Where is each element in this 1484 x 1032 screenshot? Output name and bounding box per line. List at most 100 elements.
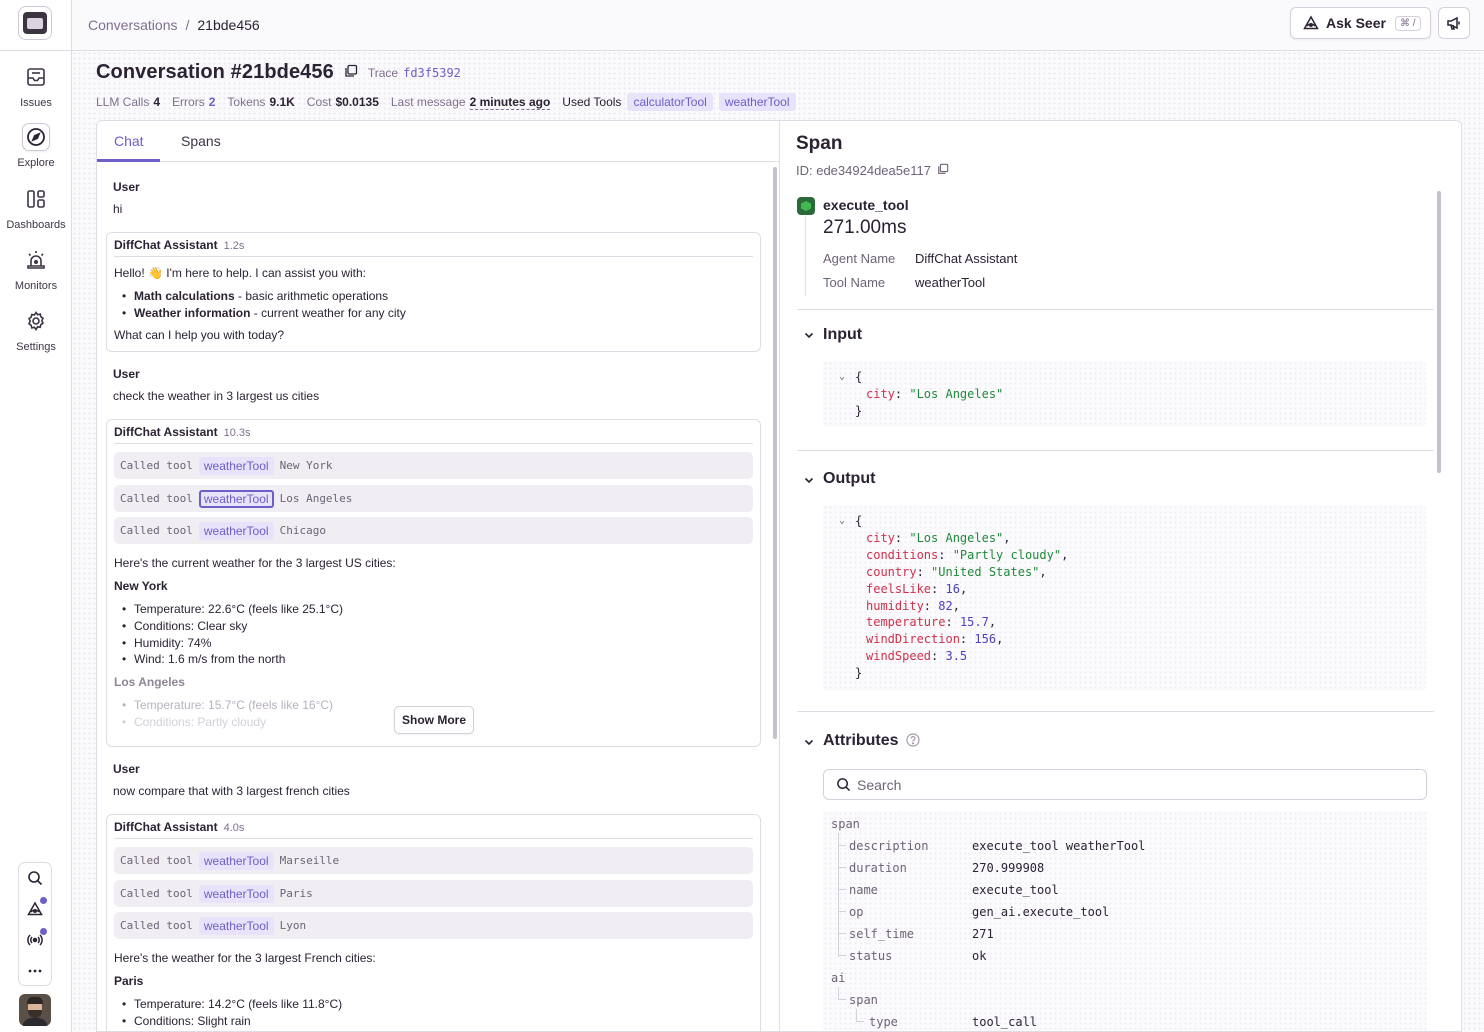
tool-call: Called tool weatherTool Paris <box>114 880 753 907</box>
used-tool-tag[interactable]: calculatorTool <box>627 93 713 111</box>
attribute-group[interactable]: span <box>831 817 860 831</box>
attributes-search-input[interactable]: Search <box>823 769 1427 800</box>
top-bar: Conversations/21bde456 Ask Seer ⌘ / <box>72 0 1484 51</box>
sidebar-item-explore[interactable]: Explore <box>0 123 72 169</box>
tab-chat[interactable]: Chat <box>114 133 144 149</box>
trace-label: Trace <box>367 65 399 80</box>
list-item: Math calculations - basic arithmetic ope… <box>122 289 388 303</box>
org-logo[interactable] <box>18 6 52 40</box>
tool-span-icon <box>797 197 815 215</box>
attribute-key: op <box>849 905 864 919</box>
list-item: Conditions: Slight rain <box>122 1014 251 1028</box>
attribute-group[interactable]: span <box>849 993 878 1007</box>
active-tab-indicator <box>97 159 160 162</box>
assistant-label: DiffChat Assistant <box>114 820 218 834</box>
chevron-down-icon[interactable]: ⌄ <box>839 371 846 382</box>
list-item: Weather information - current weather fo… <box>122 306 406 320</box>
sidebar-item-settings[interactable]: Settings <box>0 307 72 353</box>
tool-call-name[interactable]: weatherTool <box>198 521 274 540</box>
user-label: User <box>113 180 140 194</box>
copy-icon[interactable] <box>937 163 949 178</box>
avatar[interactable] <box>19 994 51 1026</box>
json-entry: windDirection: 156, <box>866 632 1004 646</box>
list-item: Temperature: 15.7°C (feels like 16°C) <box>122 698 333 712</box>
message-text: Here's the current weather for the 3 lar… <box>114 556 396 570</box>
megaphone-button[interactable] <box>1438 7 1470 39</box>
last-message-label: Last message <box>390 95 466 109</box>
trace-link[interactable]: fd3f5392 <box>403 65 461 80</box>
broadcast-icon[interactable] <box>19 925 51 955</box>
attributes-tree <box>823 811 1427 1031</box>
search-placeholder: Search <box>857 776 902 793</box>
sidebar-item-label: Explore <box>17 157 55 169</box>
attribute-value: ok <box>972 949 987 963</box>
attribute-value: tool_call <box>972 1015 1038 1029</box>
tab-spans[interactable]: Spans <box>181 133 221 149</box>
sidebar-item-issues[interactable]: Issues <box>0 63 72 109</box>
assistant-message: DiffChat Assistant 4.0s Called tool weathe… <box>106 814 761 1031</box>
attribute-key: description <box>849 839 929 853</box>
message-text: Here's the weather for the 3 largest Fre… <box>114 951 376 965</box>
assistant-header: DiffChat Assistant 4.0s <box>114 820 244 834</box>
assistant-label: DiffChat Assistant <box>114 238 218 252</box>
chevron-down-icon[interactable] <box>803 736 815 748</box>
conversation-panel: Chat Spans User hi DiffChat Assistant 1.2… <box>96 120 1462 1032</box>
assistant-header: DiffChat Assistant 1.2s <box>114 238 244 252</box>
attribute-key: type <box>869 1015 898 1029</box>
tool-call-name[interactable]: weatherTool <box>198 489 274 508</box>
json-entry: humidity: 82, <box>866 599 960 613</box>
inbox-icon <box>22 63 50 91</box>
sidebar-item-label: Issues <box>20 97 52 109</box>
more-icon[interactable] <box>19 956 51 986</box>
chevron-down-icon[interactable]: ⌄ <box>839 515 846 526</box>
user-label: User <box>113 367 140 381</box>
sidebar-item-dashboards[interactable]: Dashboards <box>0 185 72 231</box>
copy-icon[interactable] <box>344 64 358 81</box>
span-id: ID: ede34924dea5e117 <box>796 163 949 178</box>
output-section-title[interactable]: Output <box>823 470 876 487</box>
list-item: Temperature: 22.6°C (feels like 25.1°C) <box>122 602 343 616</box>
sidebar: Issues Explore Dashboards Monitors Setti… <box>0 0 72 1032</box>
chevron-down-icon[interactable] <box>803 474 815 486</box>
city-heading: Paris <box>114 974 144 988</box>
tool-call-name[interactable]: weatherTool <box>198 884 274 903</box>
tool-call-name[interactable]: weatherTool <box>198 456 274 475</box>
ask-seer-button[interactable]: Ask Seer ⌘ / <box>1290 7 1431 39</box>
seer-icon <box>1303 15 1319 30</box>
tool-call-name[interactable]: weatherTool <box>198 851 274 870</box>
sidebar-item-monitors[interactable]: Monitors <box>0 246 72 292</box>
conversation-meta: LLM Calls 4 Errors 2 Tokens 9.1K Cost $0.013… <box>96 93 796 111</box>
tool-call: Called tool weatherTool Chicago <box>114 517 753 544</box>
search-icon[interactable] <box>19 863 51 893</box>
chat-scrollbar[interactable] <box>773 167 777 739</box>
chevron-down-icon[interactable] <box>803 329 815 341</box>
tool-call: Called tool weatherTool Los Angeles <box>114 485 753 512</box>
tool-call: Called tool weatherTool Lyon <box>114 912 753 939</box>
user-label: User <box>113 762 140 776</box>
attributes-section-title[interactable]: Attributes <box>823 732 920 750</box>
span-title: Span <box>796 133 843 154</box>
ask-seer-label: Ask Seer <box>1326 15 1386 31</box>
seer-icon[interactable] <box>19 894 51 924</box>
cost-value: $0.0135 <box>335 95 379 109</box>
show-more-button[interactable]: Show More <box>394 706 474 734</box>
json-entry: country: "United States", <box>866 565 1047 579</box>
tool-call-name[interactable]: weatherTool <box>198 916 274 935</box>
tokens-label: Tokens <box>227 95 266 109</box>
json-entry: temperature: 15.7, <box>866 615 997 629</box>
attribute-value: execute_tool <box>972 883 1059 897</box>
attribute-group[interactable]: ai <box>831 971 846 985</box>
tool-name-label: Tool Name <box>823 275 886 290</box>
used-tool-tag[interactable]: weatherTool <box>718 93 796 111</box>
siren-icon <box>22 246 50 274</box>
span-scrollbar[interactable] <box>1437 191 1441 473</box>
list-item: Conditions: Partly cloudy <box>122 715 266 729</box>
city-heading: New York <box>114 579 168 593</box>
breadcrumb-conversations[interactable]: Conversations <box>88 17 178 33</box>
llm-calls-value: 4 <box>153 95 161 109</box>
main-content: Conversation #21bde456 Trace fd3f5392 LL… <box>72 51 1484 1032</box>
errors-value[interactable]: 2 <box>208 95 216 109</box>
sidebar-item-label: Monitors <box>14 280 58 292</box>
help-icon[interactable] <box>906 733 920 747</box>
input-section-title[interactable]: Input <box>823 326 863 343</box>
